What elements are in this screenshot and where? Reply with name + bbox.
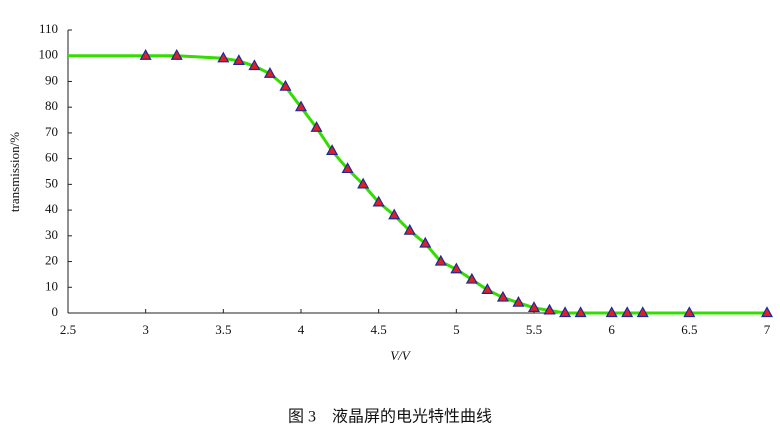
data-point (403, 223, 416, 235)
data-point (481, 283, 494, 294)
data-point (217, 51, 230, 63)
y-tick-label: 40 (45, 201, 58, 216)
caption: 图 3 液晶屏的电光特性曲线 (288, 408, 492, 426)
x-tick-label: 4.5 (371, 322, 387, 337)
data-point (372, 195, 385, 207)
y-axis-label: transmission/% (7, 132, 22, 212)
y-tick-label: 10 (45, 278, 58, 293)
data-point (326, 144, 339, 156)
y-tick-label: 60 (45, 150, 58, 165)
data-line (68, 54, 767, 315)
x-tick-label: 3.5 (215, 322, 231, 337)
y-tick-label: 50 (45, 175, 58, 190)
data-point (357, 177, 370, 189)
data-point (465, 272, 478, 284)
data-point (341, 162, 354, 174)
x-tick-label: 6 (608, 322, 615, 337)
data-point (512, 295, 525, 307)
data-point (294, 100, 308, 112)
data-point (527, 301, 541, 312)
y-tick-label: 70 (45, 124, 58, 139)
data-point (605, 306, 618, 318)
data-point (621, 306, 634, 318)
data-point (559, 306, 572, 318)
x-tick-label: 5.5 (526, 322, 542, 337)
x-tick-label: 2.5 (60, 322, 76, 337)
y-tick-label: 100 (39, 47, 59, 62)
data-point (388, 208, 401, 220)
data-point (310, 121, 323, 132)
y-tick-label: 0 (52, 304, 59, 319)
x-tick-label: 7 (764, 322, 771, 337)
data-point (419, 236, 432, 248)
y-tick-label: 30 (45, 227, 58, 242)
x-axis-label: V/V (390, 348, 412, 363)
x-tick-label: 6.5 (681, 322, 697, 337)
x-tick-label: 3 (142, 322, 149, 337)
y-tick-label: 110 (39, 21, 58, 36)
data-point (139, 48, 152, 60)
y-tick-label: 90 (45, 72, 58, 87)
data-point (434, 254, 447, 266)
data-point (450, 262, 463, 274)
y-tick-label: 20 (45, 253, 58, 268)
data-point (574, 306, 587, 318)
data-point (636, 306, 649, 318)
data-point (683, 306, 696, 318)
data-point (232, 54, 245, 65)
data-point (496, 290, 509, 302)
data-point (543, 303, 556, 315)
data-point (279, 79, 292, 91)
data-point (760, 306, 774, 318)
x-tick-label: 4 (298, 322, 305, 337)
data-point (248, 59, 261, 71)
y-tick-label: 80 (45, 98, 58, 113)
x-tick-label: 5 (453, 322, 460, 337)
data-point (170, 48, 183, 60)
data-point (263, 67, 276, 78)
